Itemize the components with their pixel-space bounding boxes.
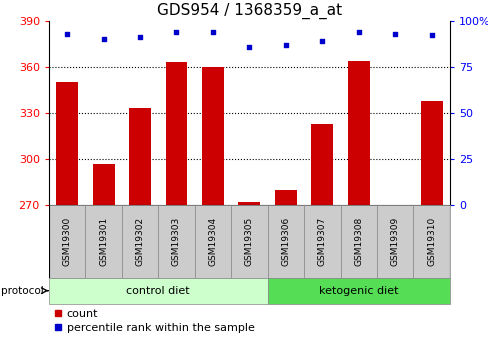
Text: GSM19303: GSM19303	[172, 217, 181, 266]
Bar	[231, 205, 267, 278]
Bar	[304, 205, 340, 278]
Bar	[56, 82, 78, 205]
Bar	[274, 190, 296, 205]
Text: GSM19307: GSM19307	[317, 217, 326, 266]
Point	[282, 42, 289, 48]
Bar	[49, 205, 85, 278]
Point	[427, 33, 435, 38]
Bar	[347, 61, 369, 205]
Bar	[122, 205, 158, 278]
Point	[318, 38, 325, 44]
Bar	[194, 205, 231, 278]
Text: GSM19302: GSM19302	[135, 217, 144, 266]
Title: GDS954 / 1368359_a_at: GDS954 / 1368359_a_at	[157, 3, 341, 19]
Bar	[92, 164, 114, 205]
Bar	[85, 205, 122, 278]
Text: ketogenic diet: ketogenic diet	[318, 286, 398, 296]
Bar	[412, 205, 449, 278]
Text: GSM19301: GSM19301	[99, 217, 108, 266]
Point	[390, 31, 398, 36]
Text: GSM19308: GSM19308	[353, 217, 363, 266]
Point	[172, 29, 180, 34]
Text: control diet: control diet	[126, 286, 190, 296]
Point	[245, 44, 253, 49]
Bar	[420, 101, 442, 205]
Point	[100, 37, 107, 42]
Bar	[267, 278, 449, 304]
Point	[354, 29, 362, 34]
Text: GSM19305: GSM19305	[244, 217, 253, 266]
Point	[63, 31, 71, 36]
Text: GSM19310: GSM19310	[427, 217, 435, 266]
Bar	[267, 205, 304, 278]
Text: protocol: protocol	[1, 286, 44, 296]
Point	[208, 29, 216, 34]
Text: GSM19304: GSM19304	[208, 217, 217, 266]
Bar	[49, 278, 267, 304]
Bar	[340, 205, 376, 278]
Legend: count, percentile rank within the sample: count, percentile rank within the sample	[54, 309, 254, 333]
Bar	[158, 205, 194, 278]
Text: GSM19306: GSM19306	[281, 217, 290, 266]
Point	[136, 34, 143, 40]
Text: GSM19309: GSM19309	[390, 217, 399, 266]
Bar	[202, 67, 224, 205]
Bar	[376, 205, 412, 278]
Bar	[165, 62, 187, 205]
Bar	[129, 108, 151, 205]
Bar	[238, 202, 260, 205]
Text: GSM19300: GSM19300	[62, 217, 71, 266]
Bar	[311, 124, 332, 205]
